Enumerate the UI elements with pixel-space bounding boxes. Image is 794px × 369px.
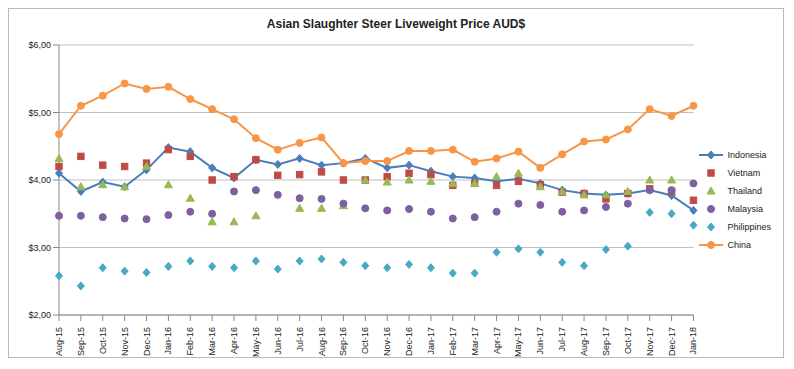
svg-text:$6,00: $6,00 [28,40,51,50]
svg-text:May-16: May-16 [251,327,261,357]
svg-text:Feb-16: Feb-16 [185,327,195,356]
svg-text:Oct-17: Oct-17 [623,327,633,354]
svg-text:Jan-16: Jan-16 [163,327,173,355]
html-text:Asian Slaughter Steer Liveweig: Asian Slaughter Steer Liveweight Price A… [266,17,526,31]
html-text:Philippines: Philippines [727,222,771,232]
svg-text:Jul-16: Jul-16 [295,327,305,352]
svg-text:May-17: May-17 [513,327,523,357]
svg-text:Apr-17: Apr-17 [492,327,502,354]
svg-text:Oct-16: Oct-16 [360,327,370,354]
svg-text:Aug-16: Aug-16 [317,327,327,356]
svg-text:$2,00: $2,00 [28,310,51,320]
svg-text:Jan-17: Jan-17 [426,327,436,355]
svg-text:Nov-17: Nov-17 [645,327,655,356]
svg-text:Jun-17: Jun-17 [535,327,545,355]
svg-text:Sep-15: Sep-15 [76,327,86,356]
svg-text:Aug-15: Aug-15 [54,327,64,356]
svg-text:Mar-17: Mar-17 [470,327,480,356]
svg-text:Sep-16: Sep-16 [338,327,348,356]
svg-text:Jul-17: Jul-17 [557,327,567,352]
svg-text:Apr-16: Apr-16 [229,327,239,354]
svg-text:Oct-15: Oct-15 [98,327,108,354]
svg-text:Nov-15: Nov-15 [120,327,130,356]
svg-text:$3,00: $3,00 [28,243,51,253]
svg-text:Dec-16: Dec-16 [404,327,414,356]
html-text:Indonesia: Indonesia [727,150,767,160]
svg-text:Aug-17: Aug-17 [579,327,589,356]
html-text:Thailand: Thailand [727,186,762,196]
html-text:Vietnam: Vietnam [727,168,761,178]
svg-text:Dec-15: Dec-15 [142,327,152,356]
svg-text:Dec-17: Dec-17 [667,327,677,356]
html-text:Malaysia: Malaysia [727,204,763,214]
svg-text:$5,00: $5,00 [28,108,51,118]
svg-text:$4,00: $4,00 [28,175,51,185]
svg-text:Nov-16: Nov-16 [382,327,392,356]
svg-text:Jan-18: Jan-18 [688,327,698,355]
html-text:China: China [727,240,751,250]
svg-text:Feb-17: Feb-17 [448,327,458,356]
svg-text:Jun-16: Jun-16 [273,327,283,355]
svg-text:Mar-16: Mar-16 [207,327,217,356]
svg-text:Sep-17: Sep-17 [601,327,611,356]
